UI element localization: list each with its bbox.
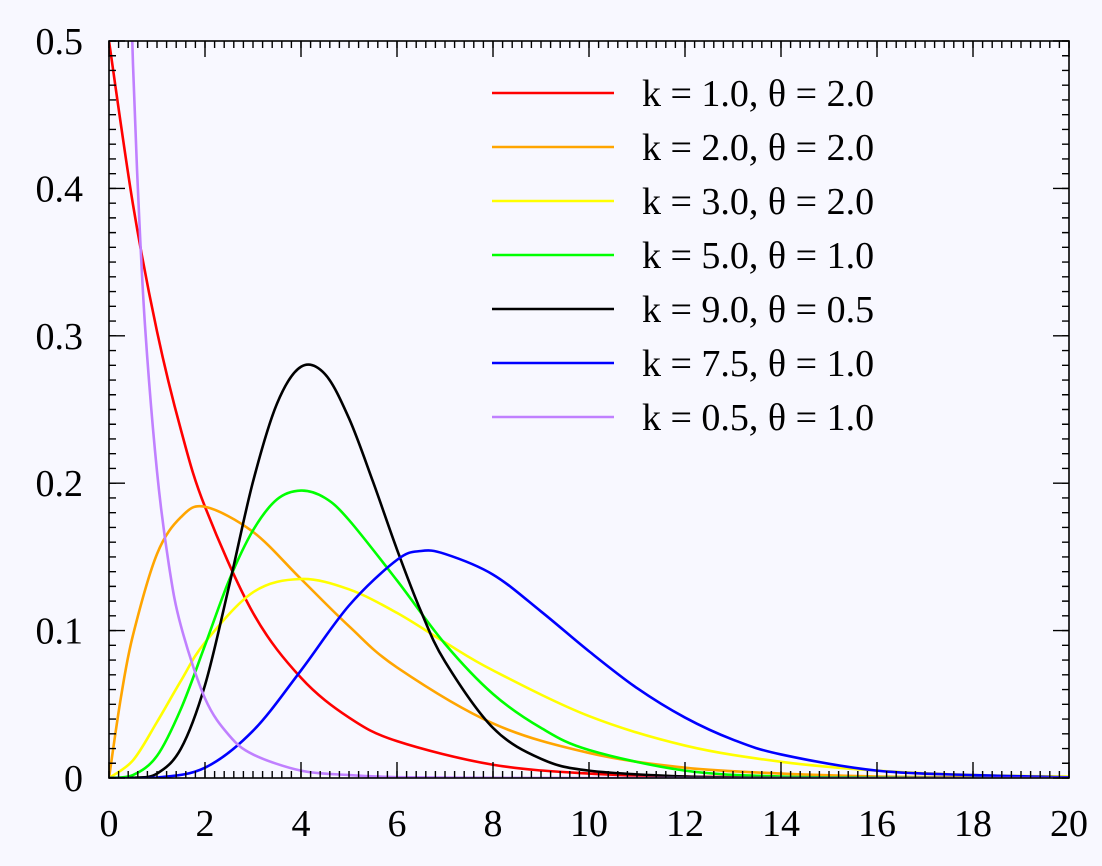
legend-item: k = 1.0, θ = 2.0 (492, 73, 874, 115)
plot-series (109, 41, 1069, 778)
y-tick-label: 0.1 (36, 611, 84, 653)
x-tick-label: 20 (1050, 803, 1088, 845)
legend-label: k = 5.0, θ = 1.0 (642, 235, 874, 277)
minor-ticks (108, 40, 1070, 779)
legend-item: k = 2.0, θ = 2.0 (492, 127, 874, 169)
x-tick-label: 18 (954, 803, 992, 845)
series-line-2 (109, 504, 1069, 778)
x-tick-label: 6 (388, 803, 407, 845)
major-ticks (108, 40, 1070, 779)
legend-label: k = 1.0, θ = 2.0 (642, 73, 874, 115)
x-tick-label: 4 (292, 803, 311, 845)
series-line-7 (130, 41, 1069, 778)
legend-label: k = 3.0, θ = 2.0 (642, 181, 874, 223)
series-line-1 (109, 41, 1069, 778)
x-tick-label: 16 (858, 803, 896, 845)
x-tick-label: 10 (570, 803, 608, 845)
legend-label: k = 9.0, θ = 0.5 (642, 289, 874, 331)
legend-label: k = 0.5, θ = 1.0 (642, 397, 874, 439)
legend-item: k = 7.5, θ = 1.0 (492, 343, 874, 385)
legend-label: k = 7.5, θ = 1.0 (642, 343, 874, 385)
x-tick-label: 14 (762, 803, 800, 845)
y-tick-labels: 0 0.1 0.2 0.3 0.4 0.5 (36, 21, 84, 800)
legend: k = 1.0, θ = 2.0 k = 2.0, θ = 2.0 k = 3.0,… (492, 73, 874, 439)
y-tick-label: 0.5 (36, 21, 84, 63)
minor-tick-marks (108, 40, 1070, 779)
series-line-4 (109, 489, 1069, 778)
legend-item: k = 9.0, θ = 0.5 (492, 289, 874, 331)
x-tick-label: 2 (196, 803, 215, 845)
series-line-6 (109, 549, 1069, 778)
plot-frame (108, 40, 1070, 779)
legend-item: k = 5.0, θ = 1.0 (492, 235, 874, 277)
x-tick-label: 8 (484, 803, 503, 845)
legend-item: k = 0.5, θ = 1.0 (492, 397, 874, 439)
y-tick-label: 0.3 (36, 316, 84, 358)
y-tick-label: 0.4 (36, 168, 84, 210)
y-tick-label: 0 (64, 758, 83, 800)
legend-item: k = 3.0, θ = 2.0 (492, 181, 874, 223)
x-tick-labels: 0 2 4 6 8 10 12 14 16 18 20 (100, 803, 1089, 845)
x-tick-label: 12 (666, 803, 704, 845)
legend-label: k = 2.0, θ = 2.0 (642, 127, 874, 169)
x-tick-label: 0 (100, 803, 119, 845)
series-line-3 (109, 577, 1069, 778)
y-tick-label: 0.2 (36, 463, 84, 505)
